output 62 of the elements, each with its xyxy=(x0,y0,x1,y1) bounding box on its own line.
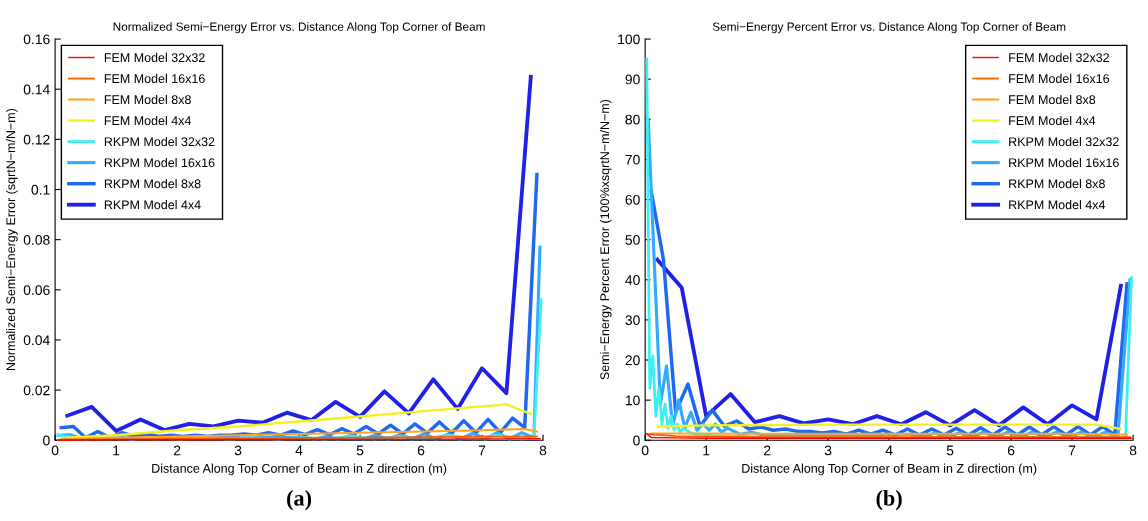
x-tick-label: 4 xyxy=(295,445,303,456)
y-axis-title: Semi−Energy Percent Error (100%xsqrtN−m/N−m) xyxy=(599,99,612,380)
x-tick-label: 0 xyxy=(641,445,649,456)
x-tick-label: 1 xyxy=(703,445,710,456)
y-tick-label: 100 xyxy=(618,34,640,45)
y-tick-label: 0.06 xyxy=(23,285,50,295)
x-axis-title: Distance Along Top Corner of Beam in Z direction (m) xyxy=(152,463,447,476)
y-tick-label: 80 xyxy=(625,114,640,125)
x-tick-label: 7 xyxy=(478,445,486,456)
y-tick-label: 0.14 xyxy=(23,84,50,95)
chart-title: Normalized Semi−Energy Error vs. Distance Along Top Corner of Beam xyxy=(113,22,485,34)
y-tick-label: 60 xyxy=(625,194,640,205)
y-tick-label: 0.08 xyxy=(23,234,50,245)
chart-title: Semi−Energy Percent Error vs. Distance Along Top Corner of Beam xyxy=(712,22,1066,34)
legend-label: RKPM Model 4x4 xyxy=(104,200,201,210)
legend-label: FEM Model 8x8 xyxy=(104,94,191,105)
x-tick-label: 2 xyxy=(173,445,181,456)
x-tick-label: 4 xyxy=(885,445,893,456)
x-tick-label: 0 xyxy=(51,445,59,456)
y-axis-title: Normalized Semi−Energy Error (sqrtN−m/N−m) xyxy=(6,108,18,371)
x-tick-label: 1 xyxy=(113,445,120,456)
x-tick-label: 7 xyxy=(1068,445,1076,456)
x-tick-label: 2 xyxy=(763,445,771,456)
legend-label: RKPM Model 8x8 xyxy=(1009,178,1105,189)
y-tick-label: 0.16 xyxy=(23,34,50,45)
x-axis-title: Distance Along Top Corner of Beam in Z direction (m) xyxy=(742,463,1037,476)
legend-label: FEM Model 16x16 xyxy=(1009,73,1110,84)
x-tick-label: 3 xyxy=(234,445,242,456)
legend-label: FEM Model 4x4 xyxy=(104,115,192,126)
legend-label: RKPM Model 32x32 xyxy=(104,136,215,147)
y-tick-label: 0 xyxy=(633,435,640,446)
y-tick-label: 0 xyxy=(43,435,50,446)
y-tick-label: 50 xyxy=(625,234,640,245)
y-tick-label: 90 xyxy=(625,74,640,85)
legend-label: FEM Model 8x8 xyxy=(1009,94,1096,105)
text: (a) xyxy=(287,490,312,511)
y-tick-label: 0.04 xyxy=(23,335,50,346)
x-tick-label: 6 xyxy=(417,445,425,456)
legend-label: RKPM Model 16x16 xyxy=(104,157,215,168)
legend-label: RKPM Model 8x8 xyxy=(104,178,201,189)
legend-label: FEM Model 32x32 xyxy=(1009,52,1109,63)
legend-label: FEM Model 16x16 xyxy=(104,73,205,84)
x-tick-label: 5 xyxy=(356,445,364,456)
legend-label: FEM Model 32x32 xyxy=(104,52,205,63)
y-tick-label: 70 xyxy=(625,154,640,165)
y-tick-label: 10 xyxy=(625,395,640,406)
y-tick-label: 20 xyxy=(625,355,640,366)
x-tick-label: 3 xyxy=(824,445,832,456)
legend-label: FEM Model 4x4 xyxy=(1009,115,1096,126)
y-tick-label: 0.12 xyxy=(23,134,50,145)
x-tick-label: 6 xyxy=(1007,445,1015,456)
legend-label: RKPM Model 16x16 xyxy=(1009,157,1119,168)
y-tick-label: 0.02 xyxy=(23,385,50,396)
text: (b) xyxy=(876,490,902,511)
x-tick-label: 8 xyxy=(1129,445,1137,456)
legend-label: RKPM Model 32x32 xyxy=(1009,136,1119,147)
y-tick-label: 40 xyxy=(625,275,640,285)
legend-label: RKPM Model 4x4 xyxy=(1009,200,1106,210)
y-tick-label: 30 xyxy=(625,315,640,326)
y-tick-label: 0.1 xyxy=(31,184,50,195)
x-tick-label: 5 xyxy=(946,445,954,456)
x-tick-label: 8 xyxy=(539,445,547,456)
